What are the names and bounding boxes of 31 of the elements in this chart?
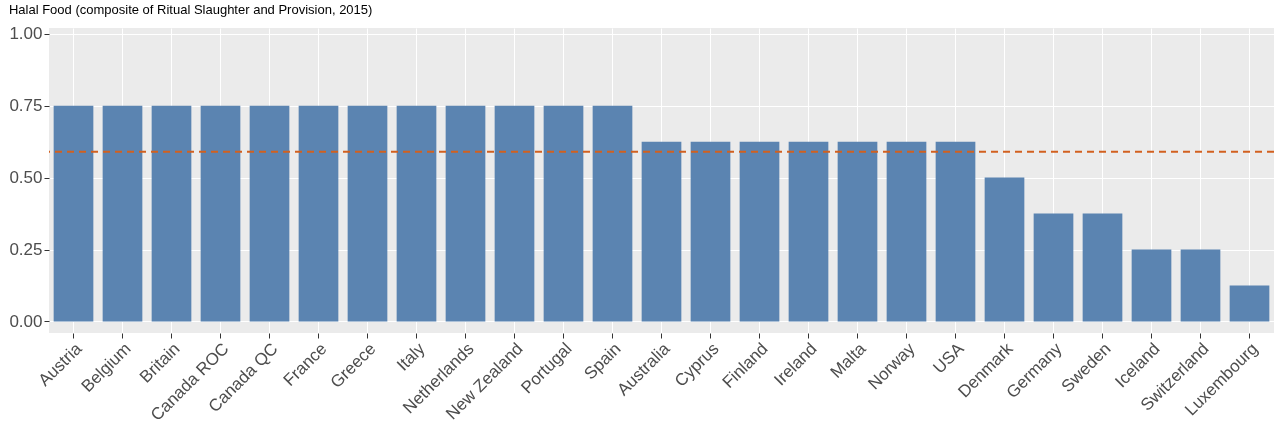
bar (1082, 213, 1123, 322)
bar (592, 105, 633, 322)
bar (445, 105, 486, 322)
bar (396, 105, 437, 322)
bar (837, 141, 878, 322)
bar (200, 105, 241, 322)
bar (151, 105, 192, 322)
bar (984, 177, 1025, 322)
bar (788, 141, 829, 322)
bar (494, 105, 535, 322)
chart-title: Halal Food (composite of Ritual Slaughter and Provision, 2015) (8, 1, 373, 17)
bar (347, 105, 388, 322)
bar (298, 105, 339, 322)
bar (886, 141, 927, 322)
y-tick-label: 0.25 (9, 240, 43, 260)
y-tick-label: 0.00 (9, 311, 43, 331)
bar (739, 141, 780, 322)
y-tick-label: 1.00 (9, 24, 43, 44)
bar (1131, 249, 1172, 322)
bar (1180, 249, 1221, 322)
bar (1033, 213, 1074, 322)
bar (249, 105, 290, 322)
y-tick-label: 0.75 (9, 96, 43, 116)
bar (935, 141, 976, 322)
bar (543, 105, 584, 322)
bar (690, 141, 731, 322)
bar (53, 105, 94, 322)
bar (1229, 285, 1270, 322)
bar (641, 141, 682, 322)
y-tick-label: 0.50 (9, 168, 43, 188)
bar (102, 105, 143, 322)
